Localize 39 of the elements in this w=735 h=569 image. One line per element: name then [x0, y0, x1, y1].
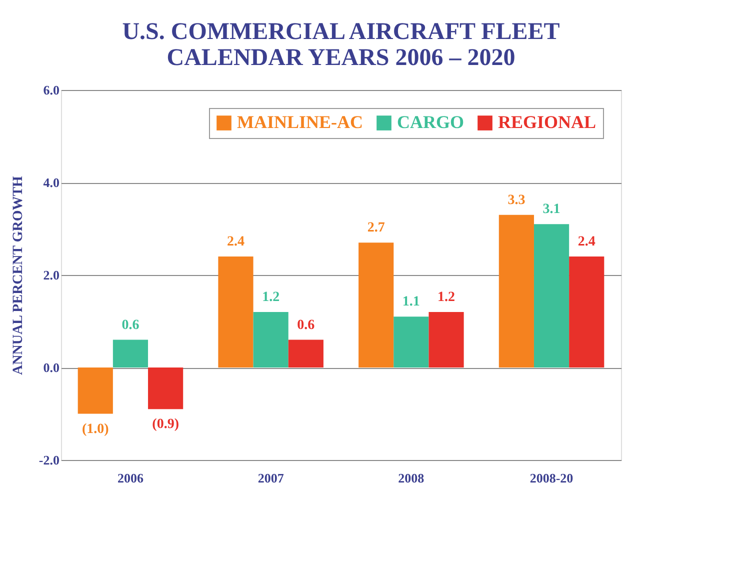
x-tick-label: 2008 — [398, 470, 425, 486]
data-label: 3.3 — [508, 192, 526, 208]
bar — [148, 368, 184, 410]
data-label: 2.4 — [226, 234, 244, 250]
bar — [569, 256, 604, 368]
y-tick-label: 0.0 — [43, 360, 60, 375]
bar — [253, 312, 288, 368]
y-tick-label: 6.0 — [43, 82, 60, 98]
data-label: 1.1 — [402, 294, 420, 310]
legend-label: MAINLINE-AC — [237, 112, 363, 132]
data-label: 1.2 — [438, 290, 456, 305]
data-label: (1.0) — [82, 422, 110, 437]
y-tick-label: 4.0 — [43, 175, 60, 190]
legend-label: CARGO — [397, 112, 464, 132]
data-label: 0.6 — [297, 318, 315, 333]
bar — [78, 368, 113, 414]
bar — [534, 224, 570, 368]
x-tick-label: 2007 — [258, 470, 284, 486]
data-label: 1.2 — [262, 290, 280, 305]
bar — [394, 316, 429, 368]
bar — [218, 256, 254, 368]
data-label: 2.4 — [578, 234, 596, 250]
bar — [358, 242, 394, 368]
data-label: 0.6 — [122, 318, 140, 333]
bar — [112, 340, 148, 368]
text: U.S. COMMERCIAL AIRCRAFT FLEET — [122, 19, 560, 45]
data-label: (0.9) — [152, 417, 180, 432]
bar — [288, 340, 324, 368]
y-axis-title: ANNUAL PERCENT GROWTH — [10, 176, 26, 375]
legend-label: REGIONAL — [498, 112, 596, 132]
bar — [498, 214, 534, 368]
x-tick-label: 2006 — [117, 470, 144, 486]
bar — [428, 312, 464, 368]
data-label: 2.7 — [367, 220, 385, 236]
y-tick-label: -2.0 — [38, 452, 60, 468]
x-tick-label: 2008-20 — [530, 470, 574, 486]
text: CALENDAR YEARS 2006 – 2020 — [166, 45, 516, 71]
data-label: 3.1 — [542, 202, 560, 218]
y-tick-label: 2.0 — [43, 268, 60, 282]
